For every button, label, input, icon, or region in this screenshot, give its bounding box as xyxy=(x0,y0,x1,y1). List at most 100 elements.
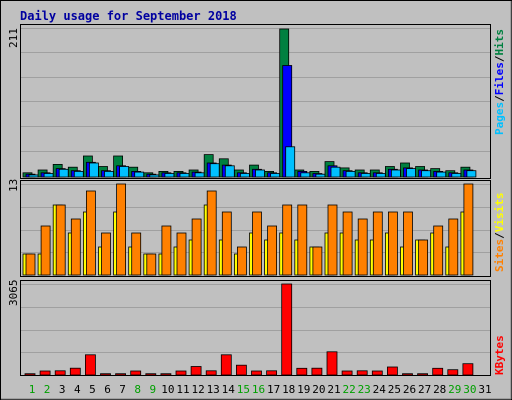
legend-item: Files xyxy=(493,62,506,95)
day-label: 9 xyxy=(149,383,156,396)
chart-title: Daily usage for September 2018 xyxy=(20,9,237,23)
day-label: 20 xyxy=(312,383,325,396)
day-label: 7 xyxy=(119,383,126,396)
bar-kbytes xyxy=(281,283,293,376)
bar-kbytes xyxy=(402,373,413,376)
bar-sites xyxy=(146,253,157,276)
bar-sites xyxy=(55,204,66,276)
day-label: 31 xyxy=(478,383,491,396)
day-label: 29 xyxy=(448,383,461,396)
bar-sites xyxy=(357,218,368,276)
day-label: 28 xyxy=(433,383,446,396)
legend-top: Pages/Files/Hits xyxy=(493,29,506,135)
bar-sites xyxy=(40,225,51,276)
day-label: 11 xyxy=(176,383,189,396)
bar-kbytes xyxy=(266,370,278,376)
kbytes-max-label: 3065 xyxy=(7,280,20,307)
bar-pages xyxy=(345,170,356,178)
bar-sites xyxy=(161,225,172,276)
bar-pages xyxy=(164,173,175,178)
day-label: 27 xyxy=(418,383,431,396)
bar-kbytes xyxy=(356,370,368,376)
bar-sites xyxy=(282,204,293,276)
bars-layer xyxy=(22,28,477,376)
day-label: 13 xyxy=(207,383,220,396)
bar-kbytes xyxy=(220,354,232,376)
bar-kbytes xyxy=(296,367,308,376)
legend-item: / xyxy=(493,95,506,102)
bar-pages xyxy=(255,169,265,178)
bar-pages xyxy=(270,173,281,178)
bar-sites xyxy=(191,218,202,276)
bar-pages xyxy=(224,165,235,178)
hits-max-label: 211 xyxy=(7,28,20,48)
day-label: 24 xyxy=(373,383,387,396)
bar-sites xyxy=(327,204,338,276)
bar-kbytes xyxy=(462,363,474,376)
legend-item: / xyxy=(493,55,506,62)
day-label: 2 xyxy=(44,383,51,396)
bar-kbytes xyxy=(175,370,187,376)
bar-pages xyxy=(58,168,69,178)
bar-sites xyxy=(176,232,187,276)
bar-sites xyxy=(101,232,111,276)
bar-sites xyxy=(433,225,444,276)
bar-sites xyxy=(418,239,429,276)
bar-pages xyxy=(375,173,386,178)
bar-pages xyxy=(73,170,84,178)
legend-bottom: KBytes xyxy=(493,335,506,375)
bar-kbytes xyxy=(341,370,353,376)
day-label: 15 xyxy=(237,383,250,396)
bar-kbytes xyxy=(205,370,217,376)
panel-kbytes-frame xyxy=(20,280,491,376)
bar-sites xyxy=(267,225,278,276)
bar-pages xyxy=(149,174,160,178)
bar-pages xyxy=(209,163,220,178)
day-label: 1 xyxy=(29,383,36,396)
bar-pages xyxy=(406,168,416,178)
bar-kbytes xyxy=(130,370,142,376)
bar-kbytes xyxy=(39,370,51,376)
bar-pages xyxy=(28,174,39,178)
bar-kbytes xyxy=(447,369,459,376)
legend-item: KBytes xyxy=(493,335,506,375)
bar-sites xyxy=(131,232,142,276)
bar-pages xyxy=(421,170,432,178)
day-label: 3 xyxy=(59,383,66,396)
bar-sites xyxy=(221,211,232,276)
day-label: 19 xyxy=(297,383,310,396)
bar-pages xyxy=(239,173,250,178)
bar-pages xyxy=(466,170,477,178)
bar-pages xyxy=(89,162,99,178)
bar-pages xyxy=(43,173,54,178)
bar-sites xyxy=(342,211,353,276)
bar-sites xyxy=(403,211,413,276)
bar-pages xyxy=(330,166,341,178)
bar-pages xyxy=(436,171,447,178)
bar-pages xyxy=(285,146,296,178)
bar-sites xyxy=(312,246,323,276)
day-label: 17 xyxy=(267,383,280,396)
bar-kbytes xyxy=(54,370,66,376)
day-label: 30 xyxy=(463,383,476,396)
legend-item: / xyxy=(493,232,506,239)
bar-sites xyxy=(25,253,36,276)
bar-kbytes xyxy=(251,370,262,376)
bar-pages xyxy=(315,173,326,178)
day-label: 26 xyxy=(403,383,416,396)
day-label: 21 xyxy=(327,383,340,396)
bar-pages xyxy=(360,173,371,178)
bar-kbytes xyxy=(371,370,383,376)
bar-sites xyxy=(86,190,96,276)
day-label: 4 xyxy=(74,383,81,396)
bar-sites xyxy=(387,211,398,276)
bar-pages xyxy=(119,166,129,178)
bar-pages xyxy=(134,171,145,178)
bar-kbytes xyxy=(85,354,96,376)
bar-sites xyxy=(448,218,459,276)
day-label: 5 xyxy=(89,383,96,396)
bar-kbytes xyxy=(69,367,81,376)
bar-kbytes xyxy=(145,373,157,376)
bar-kbytes xyxy=(432,367,444,376)
